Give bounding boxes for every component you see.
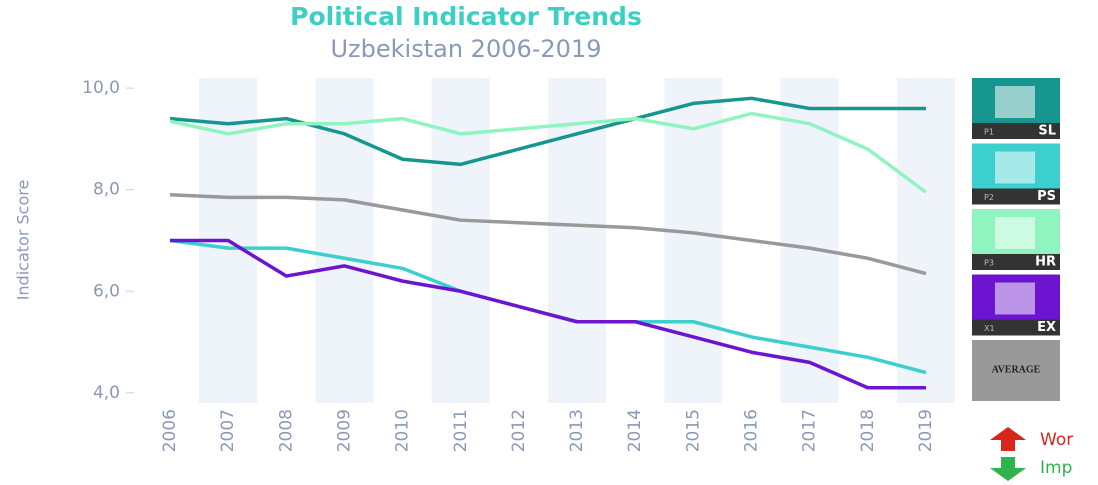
- series-line: [169, 96, 926, 167]
- x-tick-label: 2019: [916, 409, 936, 452]
- legend-code: P3: [984, 259, 994, 268]
- legend-item: P3 HR: [972, 209, 1060, 270]
- legend-strip: [972, 123, 1060, 139]
- y-tick-label: 6,0: [93, 281, 120, 301]
- y-tick-label: 10,0: [82, 78, 120, 98]
- legend-code: P2: [984, 193, 994, 202]
- legend-item: X1 EX: [972, 274, 1060, 336]
- legend-icon: [995, 151, 1035, 184]
- x-tick-label: 2013: [567, 409, 587, 452]
- legend-label: EX: [1037, 320, 1056, 335]
- annotation-text: Wor: [1040, 430, 1073, 450]
- column-band: [664, 78, 723, 403]
- legend-icon: [995, 86, 1035, 118]
- legend-strip: [972, 188, 1060, 205]
- series-line: [170, 238, 926, 390]
- legend-item: P1 SL: [972, 78, 1060, 139]
- x-tick-label: 2010: [393, 409, 413, 452]
- column-band: [780, 78, 839, 403]
- x-tick-label: 2007: [218, 409, 238, 452]
- x-tick-label: 2016: [742, 409, 762, 452]
- column-band: [896, 78, 956, 403]
- legend-strip: [972, 319, 1060, 336]
- legend-label: AVERAGE: [992, 364, 1041, 375]
- series-line: [169, 111, 927, 194]
- legend-label: HR: [1035, 255, 1056, 270]
- x-tick-label: 2018: [858, 409, 878, 452]
- y-axis-label: Indicator Score: [14, 180, 33, 301]
- annotation-arrow: [990, 457, 1026, 481]
- chart-title: Political Indicator Trends: [290, 2, 642, 31]
- y-tick-label: 4,0: [93, 383, 120, 403]
- x-tick-label: 2017: [800, 409, 820, 452]
- chart-subtitle: Uzbekistan 2006-2019: [330, 35, 601, 63]
- legend-label: PS: [1037, 189, 1056, 204]
- legend-code: X1: [984, 324, 995, 333]
- annotation-arrow: [990, 427, 1026, 451]
- legend-icon: [995, 282, 1035, 315]
- x-tick-label: 2015: [683, 409, 703, 452]
- legend-code: P1: [984, 128, 994, 137]
- legend-item: P2 PS: [972, 143, 1060, 205]
- annotation-text: Imp: [1040, 458, 1072, 478]
- legend-tile: [972, 340, 1060, 401]
- x-tick-label: 2006: [160, 409, 180, 452]
- x-tick-label: 2012: [509, 409, 529, 452]
- series-line: [169, 193, 927, 276]
- y-tick-label: 8,0: [93, 180, 120, 200]
- x-tick-label: 2009: [334, 409, 354, 452]
- x-tick-label: 2011: [451, 409, 471, 452]
- legend-strip: [972, 254, 1060, 270]
- x-tick-label: 2014: [625, 409, 645, 452]
- legend-icon: [995, 217, 1035, 249]
- legend-item: AVERAGE: [972, 340, 1060, 401]
- legend-label: SL: [1038, 124, 1056, 139]
- x-tick-label: 2008: [276, 409, 296, 452]
